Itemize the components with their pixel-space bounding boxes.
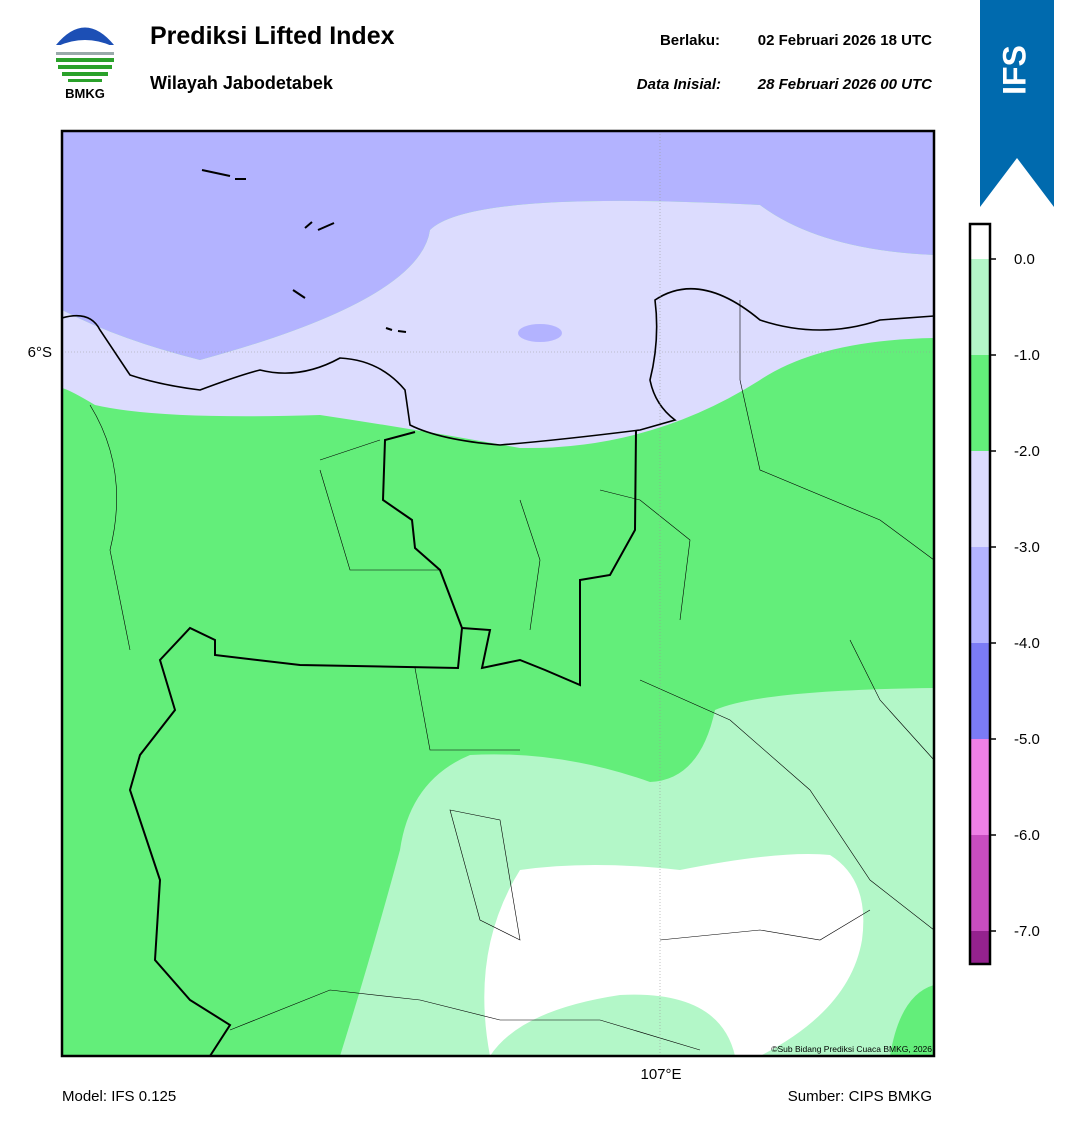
footer-model: Model: IFS 0.125 <box>62 1088 176 1105</box>
colorbar-tick-label: 0.0 <box>1014 251 1035 268</box>
colorbar-tick-label: -7.0 <box>1014 923 1040 940</box>
lon-label: 107°E <box>640 1066 681 1083</box>
title: Prediksi Lifted Index <box>150 22 395 50</box>
map-frame <box>60 129 936 1058</box>
init-value: 28 Februari 2026 00 UTC <box>757 76 933 93</box>
valid-label: Berlaku: <box>660 32 720 49</box>
colorbar-tick-label: -1.0 <box>1014 347 1040 364</box>
badge <box>980 0 1054 207</box>
lat-label: 6°S <box>28 344 52 361</box>
colorbar-ticks: 0.0 -1.0 -2.0 -3.0 -4.0 -5.0 -6.0 -7.0 <box>990 251 1040 940</box>
logo-text: BMKG <box>65 86 105 101</box>
footer-source: Sumber: CIPS BMKG <box>788 1088 932 1105</box>
colorbar-tick-label: -2.0 <box>1014 443 1040 460</box>
valid-value: 02 Februari 2026 18 UTC <box>758 32 932 49</box>
subtitle: Wilayah Jabodetabek <box>150 73 334 93</box>
colorbar-tick-label: -5.0 <box>1014 731 1040 748</box>
credit: ©Sub Bidang Prediksi Cuaca BMKG, 2026 <box>771 1044 932 1054</box>
colorbar-tick-label: -3.0 <box>1014 539 1040 556</box>
colorbar <box>968 222 992 966</box>
colorbar-tick-label: -4.0 <box>1014 635 1040 652</box>
map <box>62 131 934 1056</box>
init-label: Data Inisial: <box>637 76 721 93</box>
badge-text: IFS <box>996 45 1032 95</box>
logo <box>56 27 114 82</box>
colorbar-tick-label: -6.0 <box>1014 827 1040 844</box>
